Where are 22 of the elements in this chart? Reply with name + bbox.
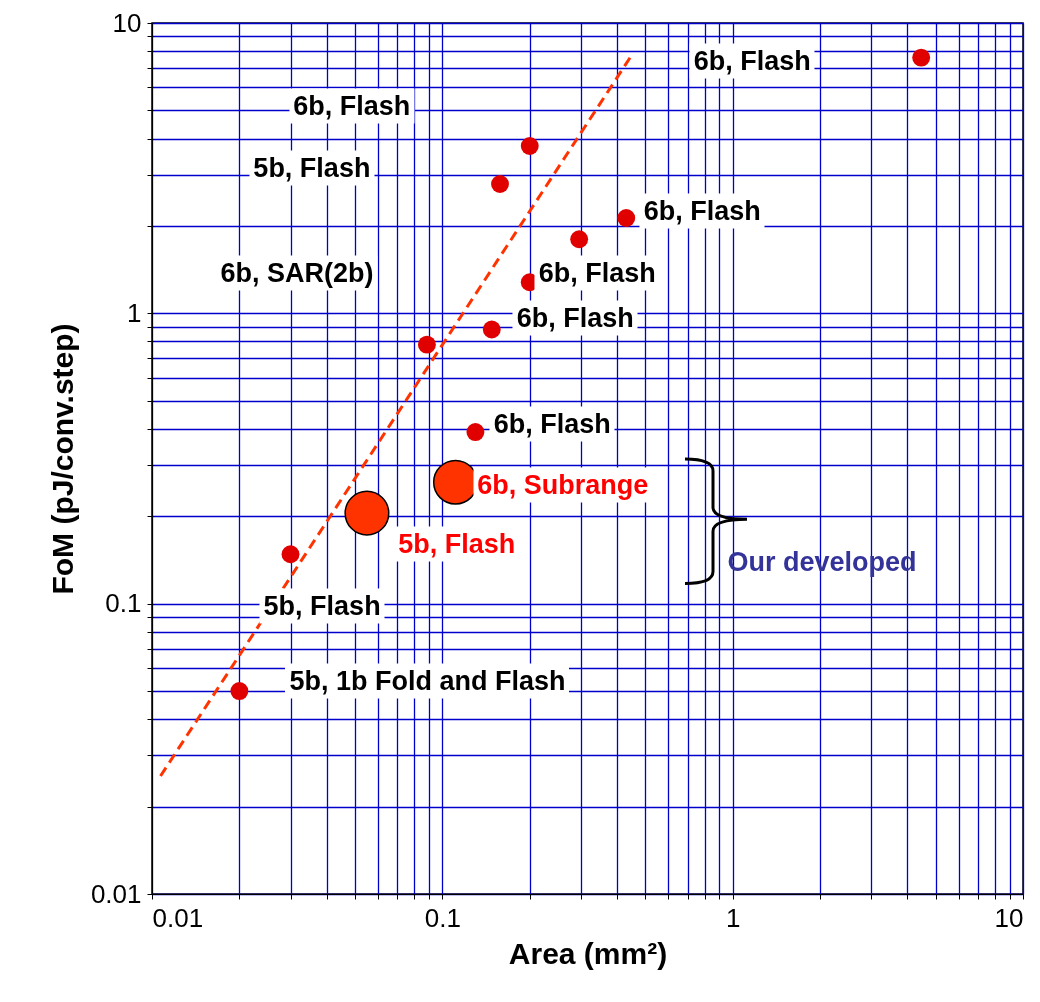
annotation: 6b, Flash <box>512 300 638 336</box>
annotation: 6b, Subrange <box>473 467 653 503</box>
annotation: 5b, Flash <box>259 588 385 624</box>
y-tick-label: 0.1 <box>105 588 142 619</box>
x-tick-label: 1 <box>725 902 741 933</box>
annotation: 6b, Flash <box>489 406 615 442</box>
y-tick-label: 0.01 <box>90 878 142 909</box>
annotation: 6b, Flash <box>639 193 765 229</box>
x-tick-label: 0.01 <box>152 902 204 933</box>
annotation: 6b, Flash <box>689 43 815 79</box>
annotation: 5b, Flash <box>249 150 375 186</box>
x-tick-label: 10 <box>994 902 1024 933</box>
annotation: 5b, Flash <box>394 526 520 562</box>
x-tick-label: 0.1 <box>424 902 461 933</box>
annotation: 6b, Flash <box>289 88 415 124</box>
annotation: 6b, SAR(2b) <box>216 255 378 291</box>
annotation: 6b, Flash <box>534 255 660 291</box>
y-tick-label: 10 <box>112 7 142 38</box>
y-tick-label: 1 <box>127 297 142 328</box>
y-axis-title: FoM (pJ/conv.step) <box>45 323 79 595</box>
x-axis-title: Area (mm²) <box>508 936 668 970</box>
annotation: 5b, 1b Fold and Flash <box>285 663 570 699</box>
